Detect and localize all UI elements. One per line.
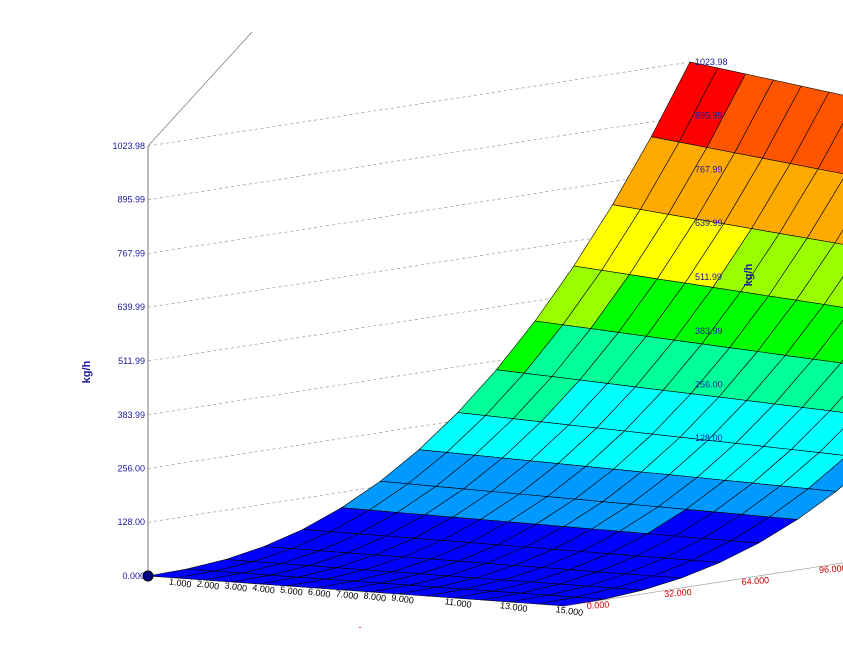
floor-grid bbox=[564, 562, 843, 607]
floor-gridline bbox=[679, 581, 720, 589]
z-tick-label-left: 0.000 bbox=[122, 571, 145, 581]
z-tick-label-left: 383.99 bbox=[117, 410, 145, 420]
z-gridline bbox=[147, 115, 691, 201]
z-tick-label-left: 128.00 bbox=[117, 517, 145, 527]
box-edge-top-left bbox=[147, 31, 253, 147]
axis-labels: 0.000 128.00 256.00 383.99 511.99 639.99 767.9… bbox=[112, 57, 843, 618]
x-tick-label: 9.000 bbox=[391, 593, 415, 606]
z-tick-label-right: 767.99 bbox=[695, 164, 723, 174]
z-tick-label-right: 639.99 bbox=[695, 218, 723, 228]
x-tick-label: 4.000 bbox=[252, 583, 276, 596]
z-axis-title-left: kg/h bbox=[81, 360, 93, 383]
z-tick-label-right: 128.00 bbox=[695, 433, 723, 443]
y-tick-label: 0.000 bbox=[586, 599, 609, 611]
z-tick-label-left: 1023.98 bbox=[112, 141, 145, 151]
z-tick-label-right: 895.99 bbox=[695, 111, 723, 121]
x-tick-label: 6.000 bbox=[307, 587, 331, 600]
origin-marker bbox=[142, 570, 154, 582]
y-tick-label: 64.000 bbox=[741, 575, 769, 587]
x-tick-label: 7.000 bbox=[335, 589, 359, 602]
z-tick-label-left: 895.99 bbox=[117, 195, 145, 205]
x-tick-label: 1.000 bbox=[168, 577, 192, 590]
surface-cell bbox=[834, 229, 843, 245]
surface-cell bbox=[840, 359, 843, 364]
y-axis-title: - bbox=[667, 568, 670, 578]
x-tick-label: 8.000 bbox=[363, 591, 387, 604]
surface-cell bbox=[829, 395, 843, 413]
x-tick-label: 15.000 bbox=[555, 604, 584, 618]
z-tick-label-left: 511.99 bbox=[118, 356, 145, 366]
z-tick-label-left: 767.99 bbox=[117, 248, 145, 258]
x-tick-label: 2.000 bbox=[196, 579, 220, 592]
y-tick-label: 96.000 bbox=[819, 563, 843, 575]
z-axis-title-right: kg/h bbox=[743, 263, 755, 286]
x-tick-label: 5.000 bbox=[280, 585, 304, 598]
surface-cell bbox=[537, 596, 604, 607]
z-tick-label-right: 1023.98 bbox=[695, 57, 728, 67]
z-tick-label-right: 383.99 bbox=[695, 326, 723, 336]
z-tick-label-left: 256.00 bbox=[117, 463, 145, 473]
x-tick-label: 11.000 bbox=[444, 596, 472, 610]
z-tick-label-left: 639.99 bbox=[117, 302, 145, 312]
surface-mesh bbox=[147, 61, 843, 607]
z-tick-label-right: 511.99 bbox=[695, 272, 722, 282]
x-tick-label: 3.000 bbox=[224, 581, 248, 594]
x-tick-label: 13.000 bbox=[499, 600, 528, 614]
x-axis-title: - bbox=[359, 622, 362, 632]
z-tick-label-right: 256.00 bbox=[695, 379, 723, 389]
floor-gridline bbox=[834, 562, 843, 565]
y-tick-label: 32.000 bbox=[664, 587, 692, 599]
floor-gridline bbox=[757, 569, 798, 577]
z-gridline bbox=[147, 61, 691, 147]
z-gridline bbox=[147, 169, 691, 254]
floor-gridline bbox=[602, 593, 643, 601]
